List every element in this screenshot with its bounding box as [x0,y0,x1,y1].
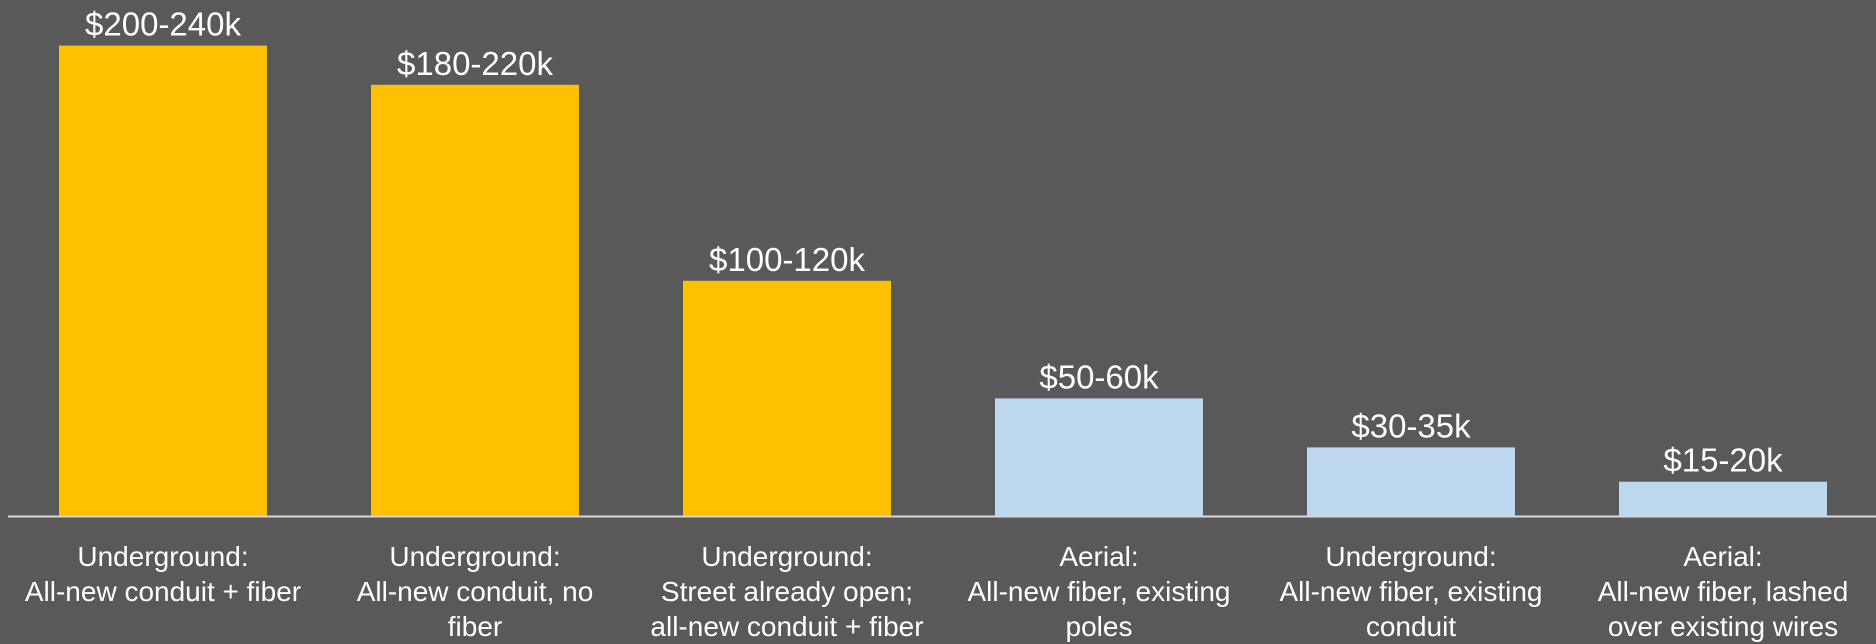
category-label-line: Street already open; [661,576,913,607]
category-label-line: over existing wires [1608,611,1838,642]
bar-3 [683,280,891,516]
category-label-line: All-new fiber, existing [1279,576,1542,607]
category-label-line: conduit [1366,611,1457,642]
value-labels-group: $200-240k $180-220k $100-120k $50-60k $30-35… [85,6,1783,479]
category-label-line: Underground: [701,541,872,572]
bar-1 [59,45,267,516]
category-label-line: Underground: [1325,541,1496,572]
category-label-2: Underground: All-new conduit, no fiber [357,541,594,642]
category-label-line: poles [1066,611,1133,642]
data-label-6: $15-20k [1663,442,1783,479]
data-label-5: $30-35k [1351,407,1471,444]
category-label-line: All-new conduit + fiber [25,576,301,607]
bar-5 [1307,447,1515,516]
bar-4 [995,398,1203,516]
category-label-line: Underground: [77,541,248,572]
category-label-line: Underground: [389,541,560,572]
data-label-2: $180-220k [397,45,553,82]
category-label-1: Underground: All-new conduit + fiber [25,541,301,607]
category-label-line: Aerial: [1059,541,1138,572]
category-label-5: Underground: All-new fiber, existing condu… [1279,541,1542,642]
category-label-line: All-new conduit, no [357,576,594,607]
bar-2 [371,84,579,517]
category-label-line: All-new fiber, lashed [1598,576,1849,607]
category-label-line: All-new fiber, existing [967,576,1230,607]
data-label-1: $200-240k [85,6,241,43]
bar-6 [1619,481,1827,516]
category-label-4: Aerial: All-new fiber, existing poles [967,541,1230,642]
data-label-3: $100-120k [709,241,865,278]
category-label-6: Aerial: All-new fiber, lashed over existin… [1598,541,1849,642]
category-label-3: Underground: Street already open; all-new … [650,541,923,642]
data-label-4: $50-60k [1039,358,1159,395]
category-label-line: all-new conduit + fiber [650,611,923,642]
category-label-line: Aerial: [1683,541,1762,572]
category-labels-group: Underground: All-new conduit + fiberUnder… [25,541,1848,642]
category-label-line: fiber [448,611,502,642]
bars-group [59,45,1827,517]
